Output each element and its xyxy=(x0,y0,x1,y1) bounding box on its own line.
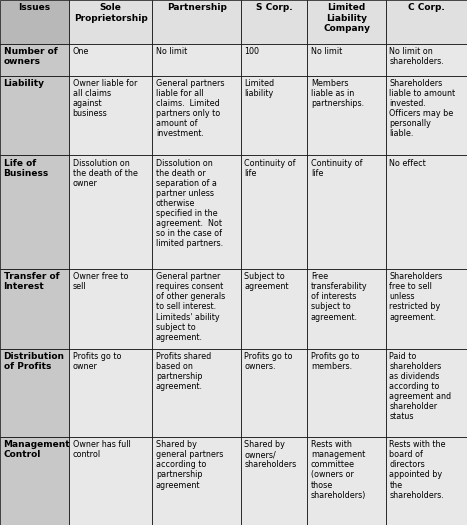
Text: Continuity of
life: Continuity of life xyxy=(311,159,362,178)
Bar xyxy=(152,44,241,76)
Text: Life of
Business: Life of Business xyxy=(3,159,49,178)
Text: Dissolution on
the death of the
owner: Dissolution on the death of the owner xyxy=(73,159,138,188)
Bar xyxy=(69,76,152,155)
Text: Limited
liability: Limited liability xyxy=(244,79,275,98)
Bar xyxy=(0,437,69,525)
Text: Shareholders
free to sell
unless
restricted by
agreement.: Shareholders free to sell unless restric… xyxy=(389,272,443,321)
Text: Owner liable for
all claims
against
business: Owner liable for all claims against busi… xyxy=(73,79,137,118)
Text: Liability: Liability xyxy=(3,79,44,88)
Bar xyxy=(307,269,386,349)
Bar xyxy=(152,349,241,437)
Bar xyxy=(386,155,467,269)
Text: No limit: No limit xyxy=(311,47,342,56)
Text: Sole
Proprietorship: Sole Proprietorship xyxy=(74,4,148,23)
Bar xyxy=(307,76,386,155)
Text: Number of
owners: Number of owners xyxy=(3,47,57,66)
Bar xyxy=(0,269,69,349)
Text: Dissolution on
the death or
separation of a
partner unless
otherwise
specified i: Dissolution on the death or separation o… xyxy=(156,159,223,248)
Bar xyxy=(386,44,467,76)
Bar xyxy=(386,437,467,525)
Text: Shared by
general partners
according to
partnership
agreement: Shared by general partners according to … xyxy=(156,440,223,489)
Text: Limited
Liability
Company: Limited Liability Company xyxy=(323,4,370,33)
Bar xyxy=(0,349,69,437)
Bar xyxy=(69,155,152,269)
Text: Issues: Issues xyxy=(19,4,51,13)
Text: No limit: No limit xyxy=(156,47,187,56)
Bar xyxy=(241,349,307,437)
Text: Rests with
management
committee
(owners or
those
shareholders): Rests with management committee (owners … xyxy=(311,440,366,500)
Bar xyxy=(307,437,386,525)
Bar xyxy=(69,437,152,525)
Text: Shared by
owners/
shareholders: Shared by owners/ shareholders xyxy=(244,440,297,469)
Text: Members
liable as in
partnerships.: Members liable as in partnerships. xyxy=(311,79,364,108)
Bar xyxy=(152,437,241,525)
Bar xyxy=(386,269,467,349)
Bar xyxy=(307,349,386,437)
Text: Partnership: Partnership xyxy=(167,4,226,13)
Text: C Corp.: C Corp. xyxy=(408,4,445,13)
Bar xyxy=(0,76,69,155)
Bar xyxy=(69,349,152,437)
Bar xyxy=(386,349,467,437)
Bar xyxy=(241,0,307,44)
Bar xyxy=(152,0,241,44)
Bar xyxy=(386,76,467,155)
Text: General partners
liable for all
claims.  Limited
partners only to
amount of
inve: General partners liable for all claims. … xyxy=(156,79,224,139)
Bar xyxy=(152,76,241,155)
Text: Paid to
shareholders
as dividends
according to
agreement and
shareholder
status: Paid to shareholders as dividends accord… xyxy=(389,352,452,422)
Text: Transfer of
Interest: Transfer of Interest xyxy=(3,272,59,291)
Bar xyxy=(307,44,386,76)
Text: Owner free to
sell: Owner free to sell xyxy=(73,272,128,291)
Text: Distribution
of Profits: Distribution of Profits xyxy=(3,352,64,371)
Text: 100: 100 xyxy=(244,47,259,56)
Text: Owner has full
control: Owner has full control xyxy=(73,440,130,459)
Text: Profits go to
members.: Profits go to members. xyxy=(311,352,359,371)
Text: Management
Control: Management Control xyxy=(3,440,70,459)
Bar xyxy=(241,44,307,76)
Text: Free
transferability
of interests
subject to
agreement.: Free transferability of interests subjec… xyxy=(311,272,368,321)
Bar xyxy=(152,269,241,349)
Text: Subject to
agreement: Subject to agreement xyxy=(244,272,289,291)
Text: Rests with the
board of
directors
appointed by
the
shareholders.: Rests with the board of directors appoin… xyxy=(389,440,446,500)
Text: No effect: No effect xyxy=(389,159,426,168)
Bar xyxy=(241,155,307,269)
Bar xyxy=(69,44,152,76)
Bar xyxy=(152,155,241,269)
Bar xyxy=(69,0,152,44)
Text: Profits go to
owner: Profits go to owner xyxy=(73,352,121,371)
Text: Profits go to
owners.: Profits go to owners. xyxy=(244,352,293,371)
Bar xyxy=(307,155,386,269)
Bar xyxy=(241,269,307,349)
Text: General partner
requires consent
of other generals
to sell interest.
Limiteds' a: General partner requires consent of othe… xyxy=(156,272,225,342)
Text: Continuity of
life: Continuity of life xyxy=(244,159,296,178)
Text: One: One xyxy=(73,47,89,56)
Bar xyxy=(241,437,307,525)
Bar xyxy=(241,76,307,155)
Bar xyxy=(386,0,467,44)
Bar xyxy=(0,155,69,269)
Text: Shareholders
liable to amount
invested.
Officers may be
personally
liable.: Shareholders liable to amount invested. … xyxy=(389,79,455,139)
Bar xyxy=(0,44,69,76)
Bar xyxy=(0,0,69,44)
Text: No limit on
shareholders.: No limit on shareholders. xyxy=(389,47,444,66)
Text: S Corp.: S Corp. xyxy=(256,4,292,13)
Text: Profits shared
based on
partnership
agreement.: Profits shared based on partnership agre… xyxy=(156,352,211,391)
Bar xyxy=(307,0,386,44)
Bar xyxy=(69,269,152,349)
